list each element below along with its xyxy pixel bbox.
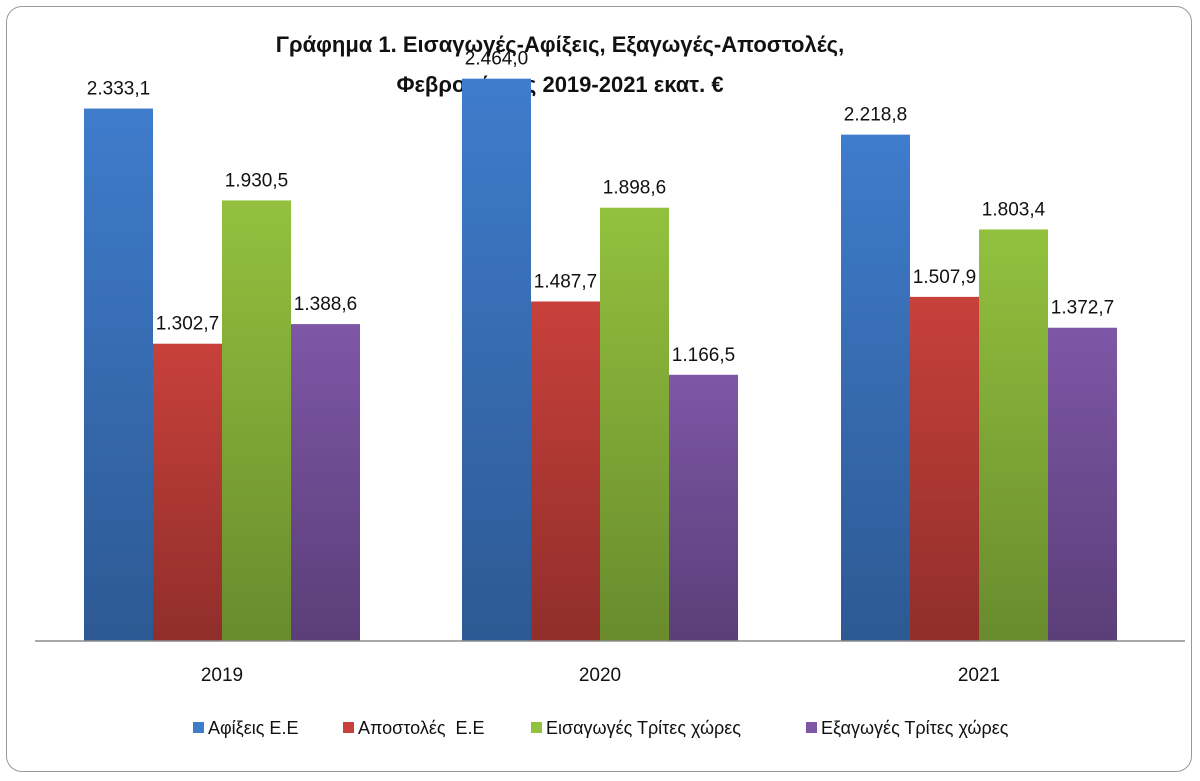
chart-title-line-2: Φεβρουάριος 2019-2021 εκατ. € xyxy=(396,72,723,97)
legend-label-series-3: Εισαγωγές Τρίτες χώρες xyxy=(546,718,741,738)
bar-2019-series-3 xyxy=(222,200,291,642)
data-label-2020-series-1: 2.464,0 xyxy=(465,49,528,70)
data-label-2020-series-4: 1.166,5 xyxy=(672,345,735,366)
bar-2020-series-4 xyxy=(669,374,738,641)
x-tick-label-2021: 2021 xyxy=(958,665,1000,686)
data-label-2019-series-2: 1.302,7 xyxy=(156,314,219,335)
bar-2021-series-2 xyxy=(910,296,979,641)
x-tick-labels: 2019 2020 2021 xyxy=(201,665,1000,686)
data-label-2021-series-1: 2.218,8 xyxy=(844,105,907,126)
data-label-2021-series-2: 1.507,9 xyxy=(913,267,976,288)
legend: Αφίξεις Ε.Ε Αποστολές Ε.Ε Εισαγωγές Τρίτες… xyxy=(193,718,1009,738)
data-label-2020-series-3: 1.898,6 xyxy=(603,178,666,199)
bars-layer: 2.333,1 1.302,7 1.930,5 1.388,6 2.464,0 1.487… xyxy=(84,49,1117,642)
legend-swatch-series-1 xyxy=(193,722,204,733)
legend-swatch-series-4 xyxy=(806,722,817,733)
bar-2020-series-1 xyxy=(462,78,531,642)
bar-2021-series-3 xyxy=(979,229,1048,641)
bar-2020-series-3 xyxy=(600,207,669,642)
legend-label-series-4: Εξαγωγές Τρίτες χώρες xyxy=(821,718,1009,738)
data-label-2019-series-4: 1.388,6 xyxy=(294,294,357,315)
bar-2021-series-4 xyxy=(1048,327,1117,641)
bar-2021-series-1 xyxy=(841,134,910,642)
bar-2019-series-4 xyxy=(291,324,360,641)
legend-label-series-1: Αφίξεις Ε.Ε xyxy=(208,718,298,738)
legend-label-series-2: Αποστολές Ε.Ε xyxy=(358,718,485,738)
chart-title-line-1: Γράφημα 1. Εισαγωγές-Αφίξεις, Εξαγωγές-Α… xyxy=(276,32,844,57)
data-label-2019-series-1: 2.333,1 xyxy=(87,79,150,100)
legend-swatch-series-3 xyxy=(531,722,542,733)
data-label-2021-series-3: 1.803,4 xyxy=(982,199,1046,220)
legend-swatch-series-2 xyxy=(343,722,354,733)
bar-2019-series-1 xyxy=(84,108,153,642)
bar-2020-series-2 xyxy=(531,301,600,641)
x-tick-label-2019: 2019 xyxy=(201,665,243,686)
x-tick-label-2020: 2020 xyxy=(579,665,621,686)
bar-2019-series-2 xyxy=(153,343,222,641)
data-label-2019-series-3: 1.930,5 xyxy=(225,170,288,191)
data-label-2020-series-2: 1.487,7 xyxy=(534,271,597,292)
data-label-2021-series-4: 1.372,7 xyxy=(1051,298,1114,319)
